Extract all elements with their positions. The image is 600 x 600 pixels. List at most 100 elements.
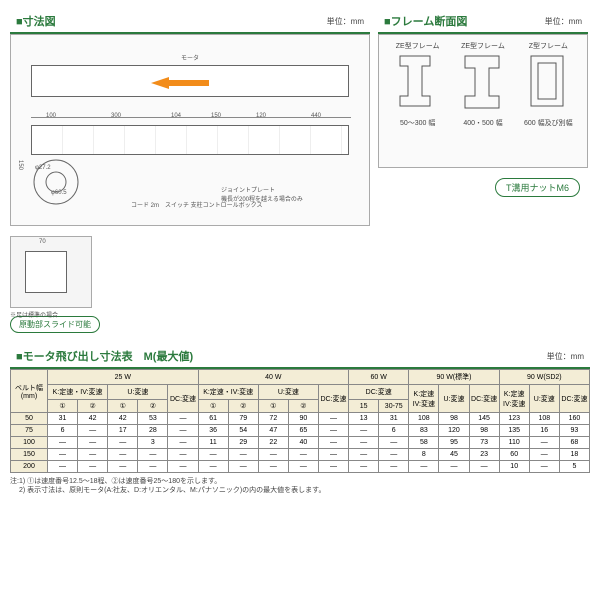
table-cell: — xyxy=(198,461,228,473)
table-cell: — xyxy=(288,449,318,461)
table-cell: — xyxy=(318,437,348,449)
th-60-2: 30-75 xyxy=(379,400,409,413)
note2: 2) 表示寸法は、原則モータ(A:社友、D:オリエンタル、M:パナソニック)の内… xyxy=(10,486,590,495)
table-cell: — xyxy=(48,461,78,473)
note1: 注:1) ①は速度番号12.5〜18程、②は速度番号25〜180を示します。 xyxy=(10,477,590,486)
table-cell: 54 xyxy=(228,425,258,437)
table-cell: 5 xyxy=(559,461,589,473)
table-cell: 8 xyxy=(409,449,439,461)
table-cell: 120 xyxy=(439,425,469,437)
table-row: 5031424253—61797290—13311089814512310816… xyxy=(11,413,590,425)
dim-b: 300 xyxy=(111,113,121,119)
dim-e: 120 xyxy=(256,113,266,119)
table-cell: 72 xyxy=(258,413,288,425)
th-90-dc: DC:変速 xyxy=(469,385,499,413)
motor-table-title: ■モータ飛び出し寸法表 M(最大値) xyxy=(16,348,193,364)
frame-cross-section: ZE型フレーム 50〜300 幅 ZE型フレーム 400・500 幅 Z型フレー… xyxy=(378,34,588,168)
table-cell: 31 xyxy=(379,413,409,425)
table-cell: 23 xyxy=(469,449,499,461)
table-cell: — xyxy=(48,437,78,449)
table-cell: — xyxy=(469,461,499,473)
th-90s-u: U:変速 xyxy=(529,385,559,413)
table-cell: 13 xyxy=(349,413,379,425)
direction-arrow-icon xyxy=(151,77,169,89)
table-cell: 10 xyxy=(499,461,529,473)
dim-line-top xyxy=(31,117,351,118)
table-cell: — xyxy=(108,449,138,461)
table-cell: 200 xyxy=(11,461,48,473)
table-cell: 160 xyxy=(559,413,589,425)
th-90s-k: K:定速 IV:変速 xyxy=(499,385,529,413)
profile3-icon xyxy=(526,51,571,111)
dim-d: 150 xyxy=(211,113,221,119)
table-row: 100———3—11292240———589573110—68 xyxy=(11,437,590,449)
th-25-2: ② xyxy=(78,400,108,413)
table-cell: 98 xyxy=(469,425,499,437)
table-cell: 42 xyxy=(78,413,108,425)
table-cell: 150 xyxy=(11,449,48,461)
table-cell: 3 xyxy=(138,437,168,449)
th-40w: 40 W xyxy=(198,370,349,385)
dim-h: 150 xyxy=(17,160,23,170)
profile3-range: 600 幅及び別幅 xyxy=(521,118,576,128)
table-cell: — xyxy=(288,461,318,473)
table-cell: 16 xyxy=(529,425,559,437)
motor-label: モータ xyxy=(181,53,199,62)
table-cell: — xyxy=(168,461,198,473)
dimensions-title: ■寸法図 xyxy=(16,13,56,29)
table-cell: 100 xyxy=(11,437,48,449)
profile2-label: ZE型フレーム xyxy=(455,41,510,51)
table-cell: 93 xyxy=(559,425,589,437)
table-cell: — xyxy=(78,437,108,449)
table-cell: — xyxy=(78,425,108,437)
table-cell: 65 xyxy=(288,425,318,437)
th-40-u: U:変速 xyxy=(258,385,318,400)
dimension-drawing: モータ 100 300 104 150 120 440 φ27.2 φ60.5 … xyxy=(10,34,370,226)
dimensions-header: ■寸法図 単位：mm xyxy=(10,10,370,34)
profile3-label: Z型フレーム xyxy=(521,41,576,51)
table-cell: — xyxy=(529,449,559,461)
frame-title: ■フレーム断面図 xyxy=(384,13,467,29)
table-cell: — xyxy=(138,461,168,473)
table-cell: 68 xyxy=(559,437,589,449)
table-cell: 83 xyxy=(409,425,439,437)
th-25-u: U:変速 xyxy=(108,385,168,400)
note-joint: ジョイントプレート機長が200程を越える場合のみ xyxy=(221,185,303,203)
table-cell: — xyxy=(48,449,78,461)
motor-table-header: ■モータ飛び出し寸法表 M(最大値) 単位：mm xyxy=(10,345,590,369)
th-40-3: ① xyxy=(258,400,288,413)
table-cell: — xyxy=(349,437,379,449)
profile2-icon xyxy=(460,51,505,111)
table-cell: — xyxy=(258,449,288,461)
table-cell: 61 xyxy=(198,413,228,425)
th-25w: 25 W xyxy=(48,370,199,385)
profile1-label: ZE型フレーム xyxy=(390,41,445,51)
table-cell: — xyxy=(318,449,348,461)
side-box xyxy=(25,251,67,293)
table-row: 200———————————————10—5 xyxy=(11,461,590,473)
th-40-4: ② xyxy=(288,400,318,413)
table-cell: 50 xyxy=(11,413,48,425)
table-cell: 95 xyxy=(439,437,469,449)
table-cell: — xyxy=(228,449,258,461)
table-cell: 17 xyxy=(108,425,138,437)
unit-label-1: 単位：mm xyxy=(327,16,364,27)
th-90ws: 90 W(SD2) xyxy=(499,370,589,385)
table-cell: 58 xyxy=(409,437,439,449)
th-60-dc: DC:変速 xyxy=(349,385,409,400)
table-cell: — xyxy=(108,437,138,449)
table-cell: 135 xyxy=(499,425,529,437)
table-cell: — xyxy=(228,461,258,473)
table-cell: — xyxy=(78,461,108,473)
table-cell: 73 xyxy=(469,437,499,449)
frame-profile-3: Z型フレーム 600 幅及び別幅 xyxy=(521,41,576,161)
table-cell: — xyxy=(168,449,198,461)
dim-c: 104 xyxy=(171,113,181,119)
table-cell: — xyxy=(349,449,379,461)
table-cell: — xyxy=(439,461,469,473)
th-90-k: K:定速 IV:変速 xyxy=(409,385,439,413)
motor-protrusion-table: ベルト幅 (mm) 25 W 40 W 60 W 90 W(標準) 90 W(S… xyxy=(10,369,590,473)
th-40-k: K:定速・IV:変速 xyxy=(198,385,258,400)
table-cell: 53 xyxy=(138,413,168,425)
table-cell: 18 xyxy=(559,449,589,461)
